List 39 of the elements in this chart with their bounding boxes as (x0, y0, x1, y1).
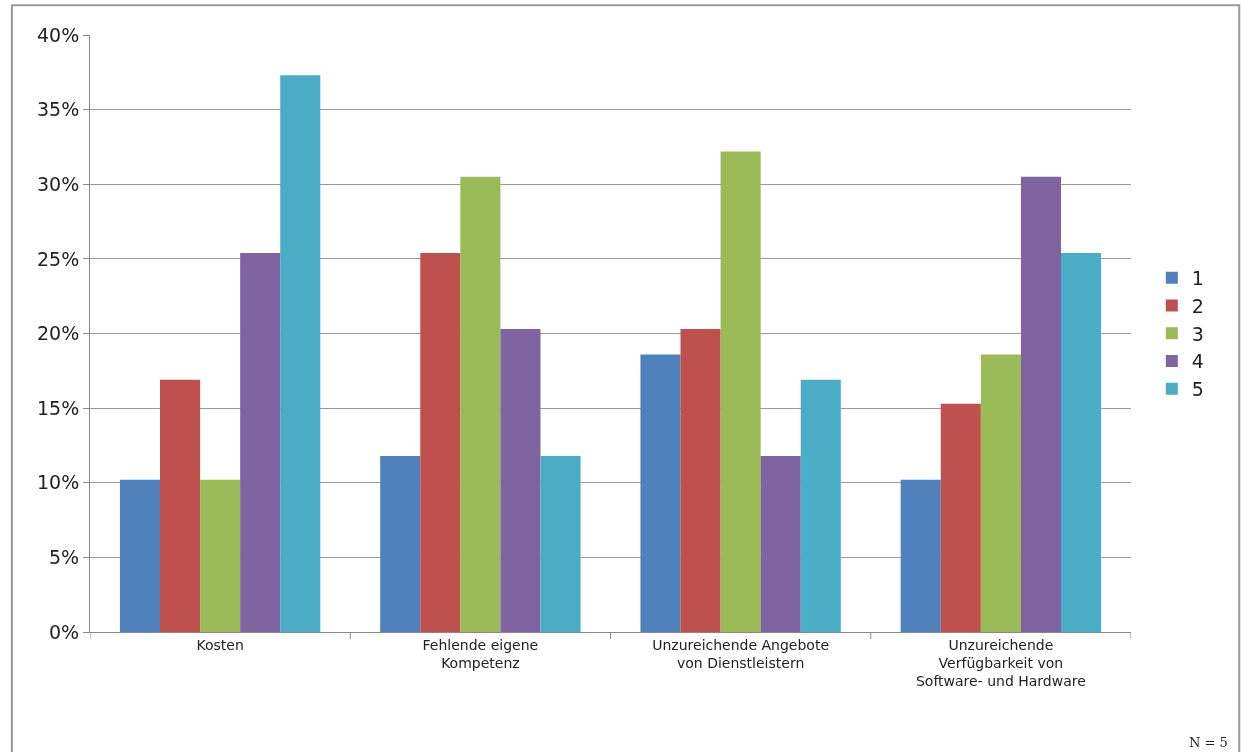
bar (280, 75, 321, 632)
bar (1060, 252, 1102, 632)
y-tick-label: 10% (36, 471, 80, 494)
y-tick-label: 5% (49, 546, 80, 569)
bar (980, 354, 1021, 632)
y-tick-label: 20% (36, 322, 80, 345)
bar (380, 455, 421, 632)
legend-label: 5 (1191, 378, 1204, 401)
y-tick-label: 35% (36, 98, 80, 121)
bar (640, 354, 681, 632)
y-tick-label: 25% (36, 247, 80, 270)
bar (420, 252, 461, 632)
text: N = 5 (1189, 735, 1228, 750)
legend-label: 4 (1191, 350, 1204, 373)
bar (240, 252, 281, 632)
legend-label: 2 (1191, 294, 1204, 317)
y-tick-label: 40% (36, 23, 80, 46)
x-tick-label: Fehlende eigene Kompetenz (422, 636, 539, 671)
bar (500, 329, 541, 632)
bar (119, 479, 161, 632)
bar (900, 479, 941, 632)
y-tick-label: 0% (49, 620, 80, 643)
legend-label: 1 (1191, 267, 1204, 290)
bar (460, 176, 501, 632)
bar (760, 455, 801, 632)
bar (940, 403, 981, 632)
bar (160, 379, 201, 632)
legend-label: 3 (1191, 322, 1204, 345)
x-tick-label: Kosten (196, 636, 244, 653)
x-tick-label: Unzureichende Verfügbarkeit von Software- und Hardware (915, 636, 1086, 690)
bar (540, 455, 581, 632)
y-tick-label: 15% (36, 396, 80, 419)
y-tick-label: 30% (36, 172, 80, 195)
bar (1020, 176, 1061, 632)
bar (200, 479, 241, 632)
x-tick-label: Unzureichende Angebote von Dienstleistern (652, 636, 830, 671)
bar (800, 379, 841, 632)
bar (680, 329, 721, 632)
bar (720, 151, 761, 632)
